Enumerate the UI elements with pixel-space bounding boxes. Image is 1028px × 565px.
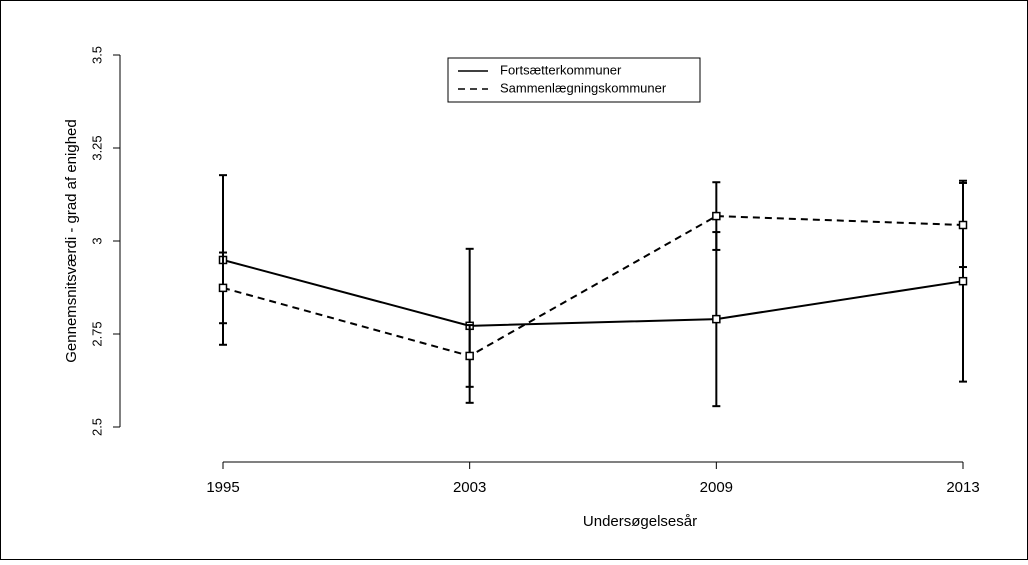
- x-axis-label: Undersøgelsesår: [583, 513, 697, 530]
- x-tick-label: 2003: [453, 479, 486, 496]
- point: [712, 314, 721, 324]
- point: [712, 211, 721, 221]
- series-line: [222, 215, 964, 358]
- series-line: [222, 259, 964, 327]
- point: [958, 220, 968, 230]
- y-axis-label: Gennemsnitsværdi - grad af enighed: [63, 119, 80, 362]
- y-tick-label: 3.25: [89, 135, 104, 160]
- x-tick-label: 2013: [946, 479, 979, 496]
- legend-label: Sammenlægningskommuner: [500, 80, 667, 95]
- point: [218, 283, 228, 293]
- y-tick-label: 2.5: [89, 418, 104, 436]
- x-tick-label: 2009: [700, 479, 733, 496]
- y-tick-label: 3.5: [89, 46, 104, 64]
- point: [958, 276, 968, 286]
- y-tick-label: 2.75: [89, 321, 104, 346]
- legend-box: [447, 57, 701, 103]
- point: [465, 351, 474, 361]
- y-tick-label: 3: [89, 237, 104, 244]
- legend-label: Fortsætterkommuner: [500, 62, 622, 77]
- x-tick-label: 1995: [206, 479, 239, 496]
